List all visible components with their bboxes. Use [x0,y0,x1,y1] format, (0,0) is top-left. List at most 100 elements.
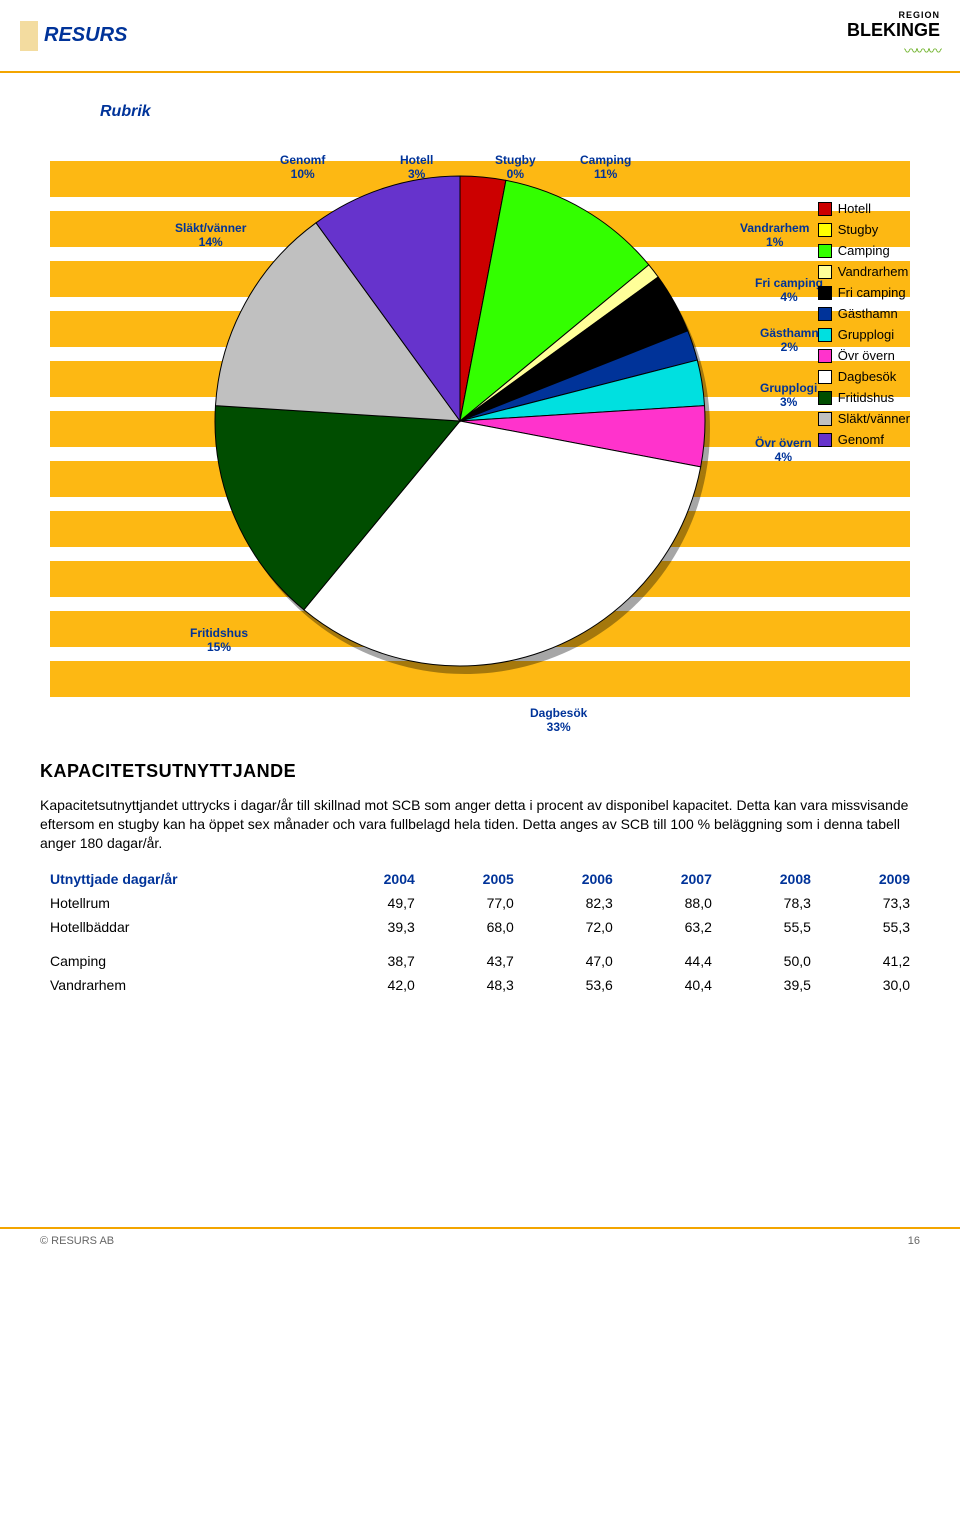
callout-slaktvanner: Släkt/vänner14% [175,221,246,250]
row-label: Hotellbäddar [40,915,326,939]
legend-item-vandrarhem: Vandrarhem [818,264,910,279]
row-label: Vandrarhem [40,973,326,997]
legend-item-slaktvanner: Släkt/vänner [818,411,910,426]
footer-page-number: 16 [908,1235,920,1247]
cell: 38,7 [326,949,425,973]
legend-label-ovrovern: Övr övern [838,348,895,363]
legend-label-genomf: Genomf [838,432,884,447]
cell: 41,2 [821,949,920,973]
legend-label-dagbesok: Dagbesök [838,369,897,384]
section-title: KAPACITETSUTNYTTJANDE [40,761,920,782]
cell: 50,0 [722,949,821,973]
cell: 73,3 [821,891,920,915]
legend-label-slaktvanner: Släkt/vänner [838,411,910,426]
pie-chart-container: Hotell3% Stugby0% Camping11% Vandrarhem1% Fr… [50,141,910,731]
callout-stugby: Stugby0% [495,153,536,182]
legend-swatch-fritidshus [818,391,832,405]
callout-dagbesok: Dagbesök33% [530,706,587,735]
table-row: Vandrarhem42,048,353,640,439,530,0 [40,973,920,997]
legend-label-hotell: Hotell [838,201,871,216]
pie-chart [200,161,720,681]
cell: 68,0 [425,915,524,939]
table-year-2006: 2006 [524,867,623,891]
legend-label-vandrarhem: Vandrarhem [838,264,909,279]
legend-item-stugby: Stugby [818,222,910,237]
legend-swatch-hotell [818,202,832,216]
callout-fricamping: Fri camping4% [755,276,823,305]
callout-vandrarhem: Vandrarhem1% [740,221,809,250]
cell: 44,4 [623,949,722,973]
legend-item-gasthamn: Gästhamn [818,306,910,321]
cell: 63,2 [623,915,722,939]
legend-label-grupplogi: Grupplogi [838,327,894,342]
legend-swatch-dagbesok [818,370,832,384]
blekinge-logo: REGION BLEKINGE 〰〰〰 [847,10,940,61]
legend-item-dagbesok: Dagbesök [818,369,910,384]
legend-label-camping: Camping [838,243,890,258]
cell: 42,0 [326,973,425,997]
legend-item-ovrovern: Övr övern [818,348,910,363]
legend-item-fritidshus: Fritidshus [818,390,910,405]
resurs-logo-mark [20,21,38,51]
legend-swatch-stugby [818,223,832,237]
legend-item-camping: Camping [818,243,910,258]
legend-swatch-camping [818,244,832,258]
legend-label-stugby: Stugby [838,222,878,237]
row-label: Hotellrum [40,891,326,915]
cell: 30,0 [821,973,920,997]
cell: 82,3 [524,891,623,915]
table-year-2009: 2009 [821,867,920,891]
cell: 43,7 [425,949,524,973]
table-year-2008: 2008 [722,867,821,891]
blekinge-logo-top: REGION [847,10,940,20]
table-header-label: Utnyttjade dagar/år [40,867,326,891]
resurs-logo-text: RESURS [44,24,127,47]
legend-swatch-grupplogi [818,328,832,342]
section-body: Kapacitetsutnyttjandet uttrycks i dagar/… [40,796,920,853]
legend-swatch-slaktvanner [818,412,832,426]
cell: 53,6 [524,973,623,997]
blekinge-logo-wave: 〰〰〰 [847,41,940,61]
pie-legend: Hotell Stugby Camping Vandrarhem Fri camping… [818,201,910,453]
legend-swatch-ovrovern [818,349,832,363]
legend-label-fricamping: Fri camping [838,285,906,300]
page-footer: © RESURS AB 16 [0,1227,960,1253]
callout-fritidshus: Fritidshus15% [190,626,248,655]
cell: 48,3 [425,973,524,997]
callout-genomf: Genomf10% [280,153,325,182]
callout-camping: Camping11% [580,153,631,182]
rubrik-heading: Rubrik [100,103,920,121]
cell: 77,0 [425,891,524,915]
legend-item-fricamping: Fri camping [818,285,910,300]
cell: 40,4 [623,973,722,997]
legend-item-genomf: Genomf [818,432,910,447]
callout-grupplogi: Grupplogi3% [760,381,817,410]
table-year-2005: 2005 [425,867,524,891]
blekinge-logo-main: BLEKINGE [847,20,940,41]
page-header: RESURS REGION BLEKINGE 〰〰〰 [0,0,960,73]
legend-label-gasthamn: Gästhamn [838,306,898,321]
callout-ovrovern: Övr övern4% [755,436,812,465]
cell: 88,0 [623,891,722,915]
table-year-2004: 2004 [326,867,425,891]
callout-gasthamn: Gästhamn2% [760,326,819,355]
callout-hotell: Hotell3% [400,153,433,182]
table-row: Hotellbäddar39,368,072,063,255,555,3 [40,915,920,939]
cell: 39,3 [326,915,425,939]
cell: 49,7 [326,891,425,915]
cell: 55,3 [821,915,920,939]
legend-item-grupplogi: Grupplogi [818,327,910,342]
table-row: Hotellrum49,777,082,388,078,373,3 [40,891,920,915]
cell: 72,0 [524,915,623,939]
legend-swatch-gasthamn [818,307,832,321]
legend-label-fritidshus: Fritidshus [838,390,894,405]
cell: 39,5 [722,973,821,997]
legend-swatch-genomf [818,433,832,447]
table-year-2007: 2007 [623,867,722,891]
table-row: Camping38,743,747,044,450,041,2 [40,949,920,973]
legend-swatch-fricamping [818,286,832,300]
resurs-logo: RESURS [20,21,127,51]
row-label: Camping [40,949,326,973]
legend-item-hotell: Hotell [818,201,910,216]
footer-left: © RESURS AB [40,1235,114,1247]
